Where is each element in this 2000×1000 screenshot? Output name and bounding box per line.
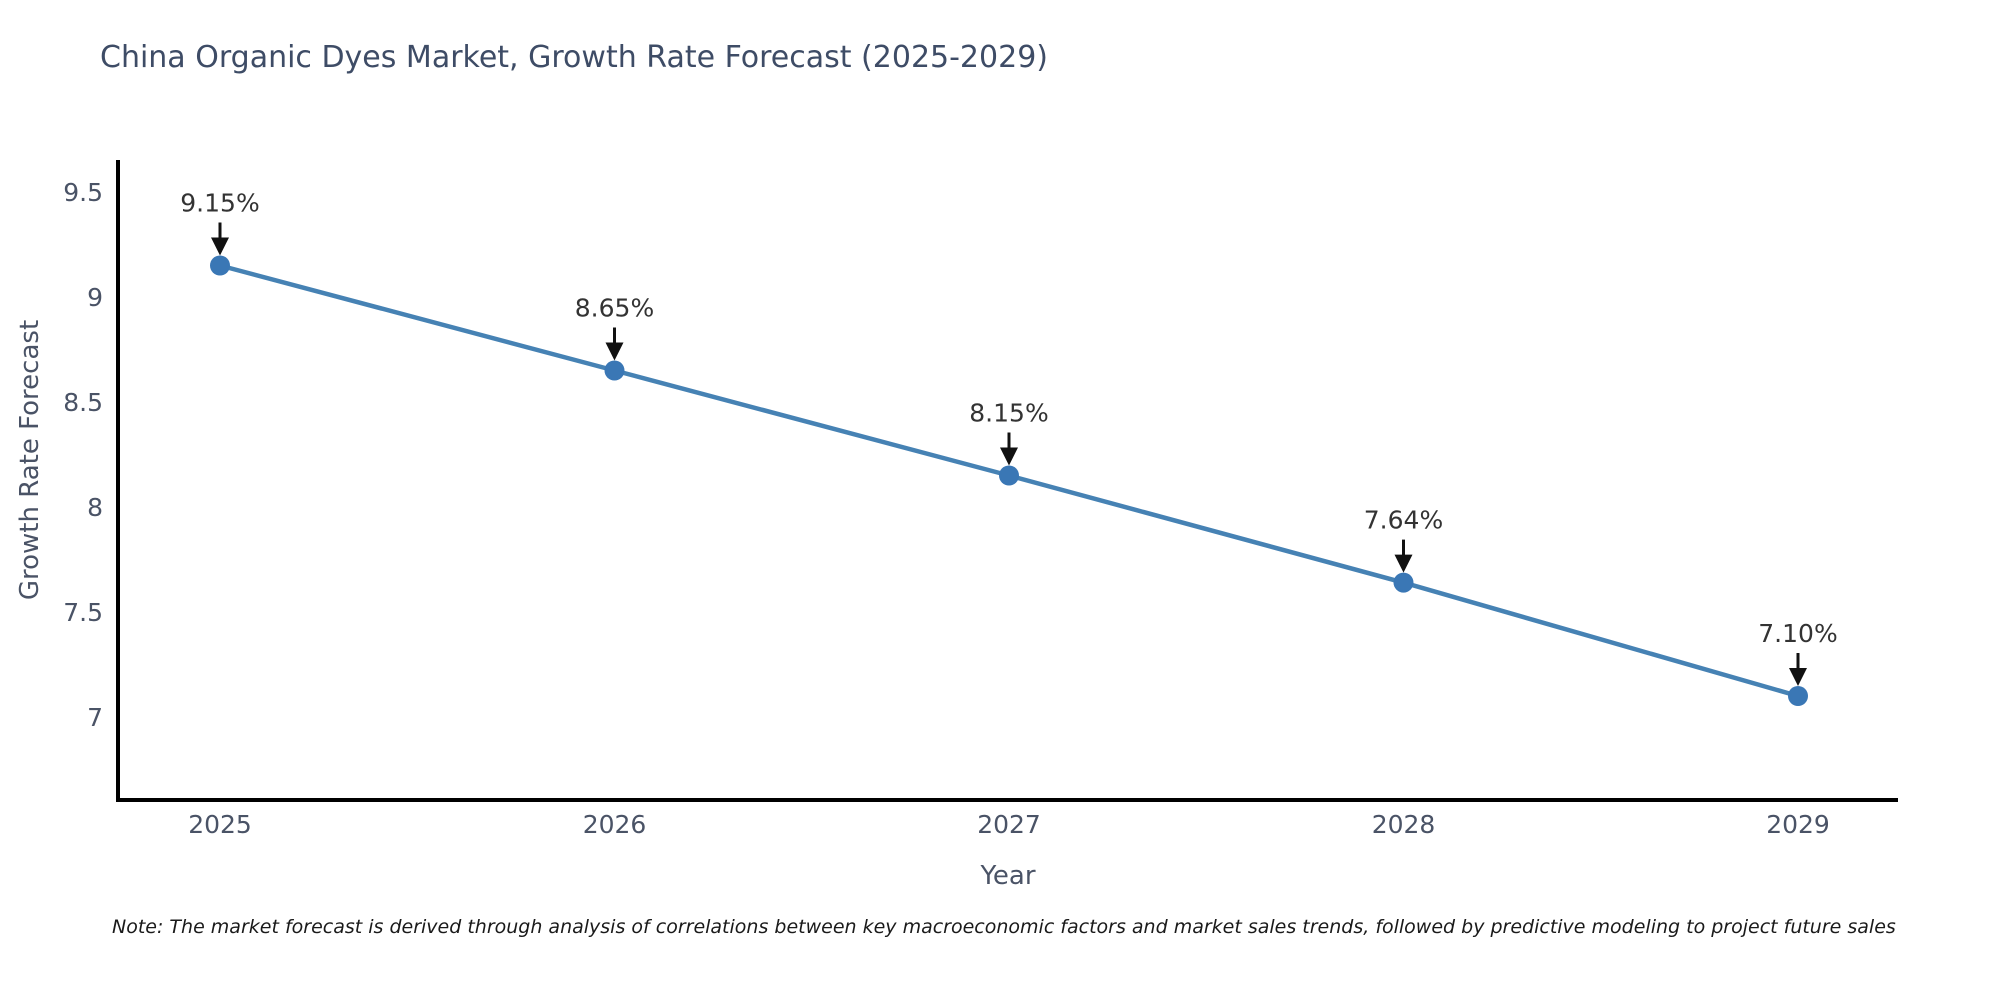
point-annotation-label: 8.15%	[969, 399, 1048, 428]
annotation-arrow-head-icon	[1394, 554, 1413, 573]
data-point[interactable]	[1393, 572, 1414, 593]
data-point[interactable]	[604, 360, 625, 381]
x-tick-label: 2028	[1372, 810, 1436, 839]
point-annotation-label: 7.64%	[1364, 506, 1443, 535]
annotation-arrow-head-icon	[1000, 447, 1018, 466]
data-point[interactable]	[999, 465, 1019, 486]
x-tick-label: 2027	[977, 810, 1041, 839]
x-tick-label: 2026	[583, 810, 647, 839]
y-tick-label: 8	[87, 493, 103, 522]
data-point[interactable]	[210, 255, 230, 276]
y-tick-label: 8.5	[63, 388, 103, 417]
chart-title: China Organic Dyes Market, Growth Rate F…	[100, 40, 1048, 75]
y-tick-label: 9.5	[63, 178, 103, 207]
x-tick-label: 2029	[1766, 810, 1830, 839]
y-tick-label: 9	[87, 283, 103, 312]
point-annotation-label: 8.65%	[575, 294, 654, 323]
x-tick-label: 2025	[188, 810, 252, 839]
annotation-arrow-head-icon	[1789, 668, 1807, 686]
footnote: Note: The market forecast is derived thr…	[112, 916, 1896, 938]
annotation-arrow-head-icon	[211, 237, 229, 256]
point-annotation-label: 9.15%	[180, 189, 259, 218]
x-axis-title: Year	[980, 861, 1036, 891]
y-tick-label: 7.5	[63, 598, 103, 627]
y-tick-label: 7	[87, 703, 103, 732]
data-point[interactable]	[1788, 686, 1808, 706]
point-annotation-label: 7.10%	[1758, 619, 1837, 648]
annotation-arrow-head-icon	[605, 342, 624, 361]
